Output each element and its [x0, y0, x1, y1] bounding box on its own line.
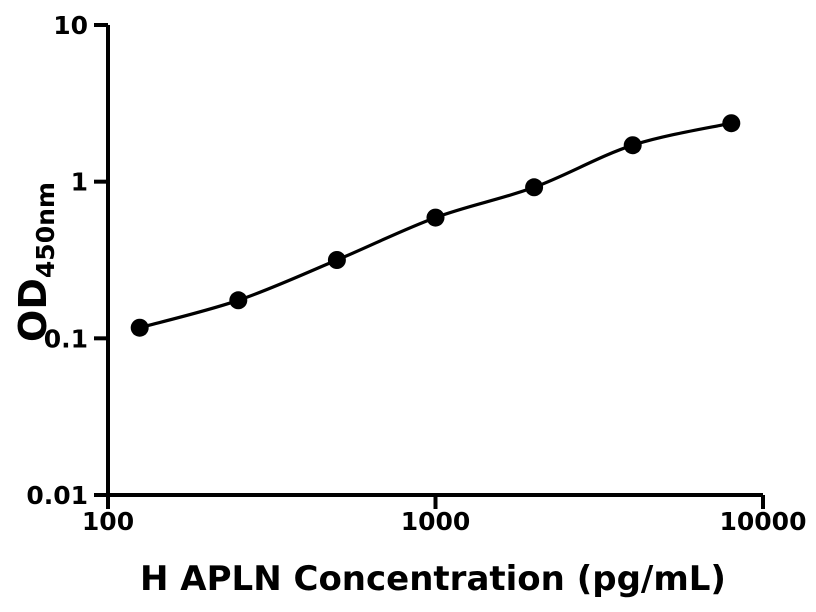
x-axis-tick-label: 10000 [720, 507, 807, 536]
y-axis-tick-label: 1 [71, 168, 88, 197]
data-point [229, 291, 248, 310]
data-point [623, 136, 642, 155]
x-axis-tick-label: 1000 [401, 507, 471, 536]
x-axis-label: H APLN Concentration (pg/mL) [140, 559, 726, 599]
axis-spine [106, 25, 763, 497]
data-point [130, 318, 149, 337]
y-axis-tick-label: 10 [53, 11, 88, 40]
data-point [327, 251, 346, 269]
data-point [426, 208, 445, 227]
y-axis-label-base: OD [11, 278, 55, 342]
data-point [525, 178, 544, 197]
x-axis-tick-label: 100 [82, 507, 134, 536]
y-axis-tick-label: 0.1 [44, 324, 88, 353]
y-axis-tick-label: 0.01 [26, 481, 88, 510]
y-axis-label-subscript: 450nm [31, 182, 60, 278]
axes: 0.01 0.1 1 10 100 1000 10000 [26, 11, 806, 536]
y-axis-label: OD450nm [11, 182, 60, 342]
data-points [130, 114, 741, 337]
data-point [722, 114, 741, 133]
